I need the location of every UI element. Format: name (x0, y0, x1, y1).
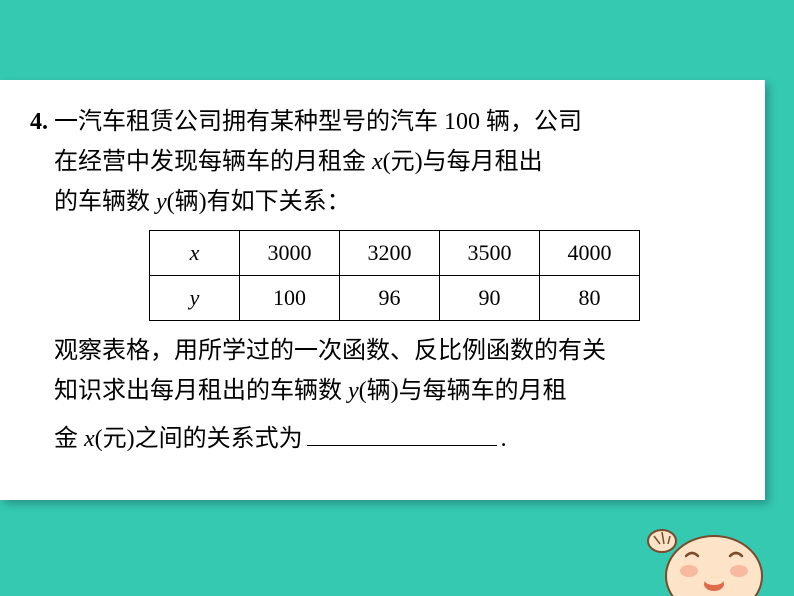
problem-block: 4. 一汽车租赁公司拥有某种型号的汽车 100 辆，公司 在经营中发现每辆车的月… (30, 102, 735, 467)
table-header-y: y (150, 276, 240, 321)
mascot-icon (644, 486, 764, 596)
text-line-4: 观察表格，用所学过的一次函数、反比例函数的有关 (54, 331, 735, 371)
data-table: x 3000 3200 3500 4000 y 100 96 90 80 (149, 230, 640, 321)
text-line-2: 在经营中发现每辆车的月租金 x(元)与每月租出 (54, 142, 735, 182)
text-line-6: 金 x(元)之间的关系式为. (54, 411, 735, 467)
table-cell: 3500 (440, 231, 540, 276)
table-row: y 100 96 90 80 (150, 276, 640, 321)
text-line-1: 一汽车租赁公司拥有某种型号的汽车 100 辆，公司 (54, 102, 735, 142)
table-cell: 96 (340, 276, 440, 321)
table-header-x: x (150, 231, 240, 276)
problem-card: 4. 一汽车租赁公司拥有某种型号的汽车 100 辆，公司 在经营中发现每辆车的月… (0, 80, 765, 500)
text-line-5: 知识求出每月租出的车辆数 y(辆)与每辆车的月租 (54, 371, 735, 411)
table-cell: 3000 (240, 231, 340, 276)
table-cell: 80 (540, 276, 640, 321)
answer-blank (307, 422, 497, 446)
problem-body: 一汽车租赁公司拥有某种型号的汽车 100 辆，公司 在经营中发现每辆车的月租金 … (54, 102, 735, 467)
table-cell: 90 (440, 276, 540, 321)
text-line-3: 的车辆数 y(辆)有如下关系： (54, 182, 735, 222)
problem-number: 4. (30, 102, 48, 142)
table-cell: 3200 (340, 231, 440, 276)
table-cell: 100 (240, 276, 340, 321)
table-cell: 4000 (540, 231, 640, 276)
table-row: x 3000 3200 3500 4000 (150, 231, 640, 276)
